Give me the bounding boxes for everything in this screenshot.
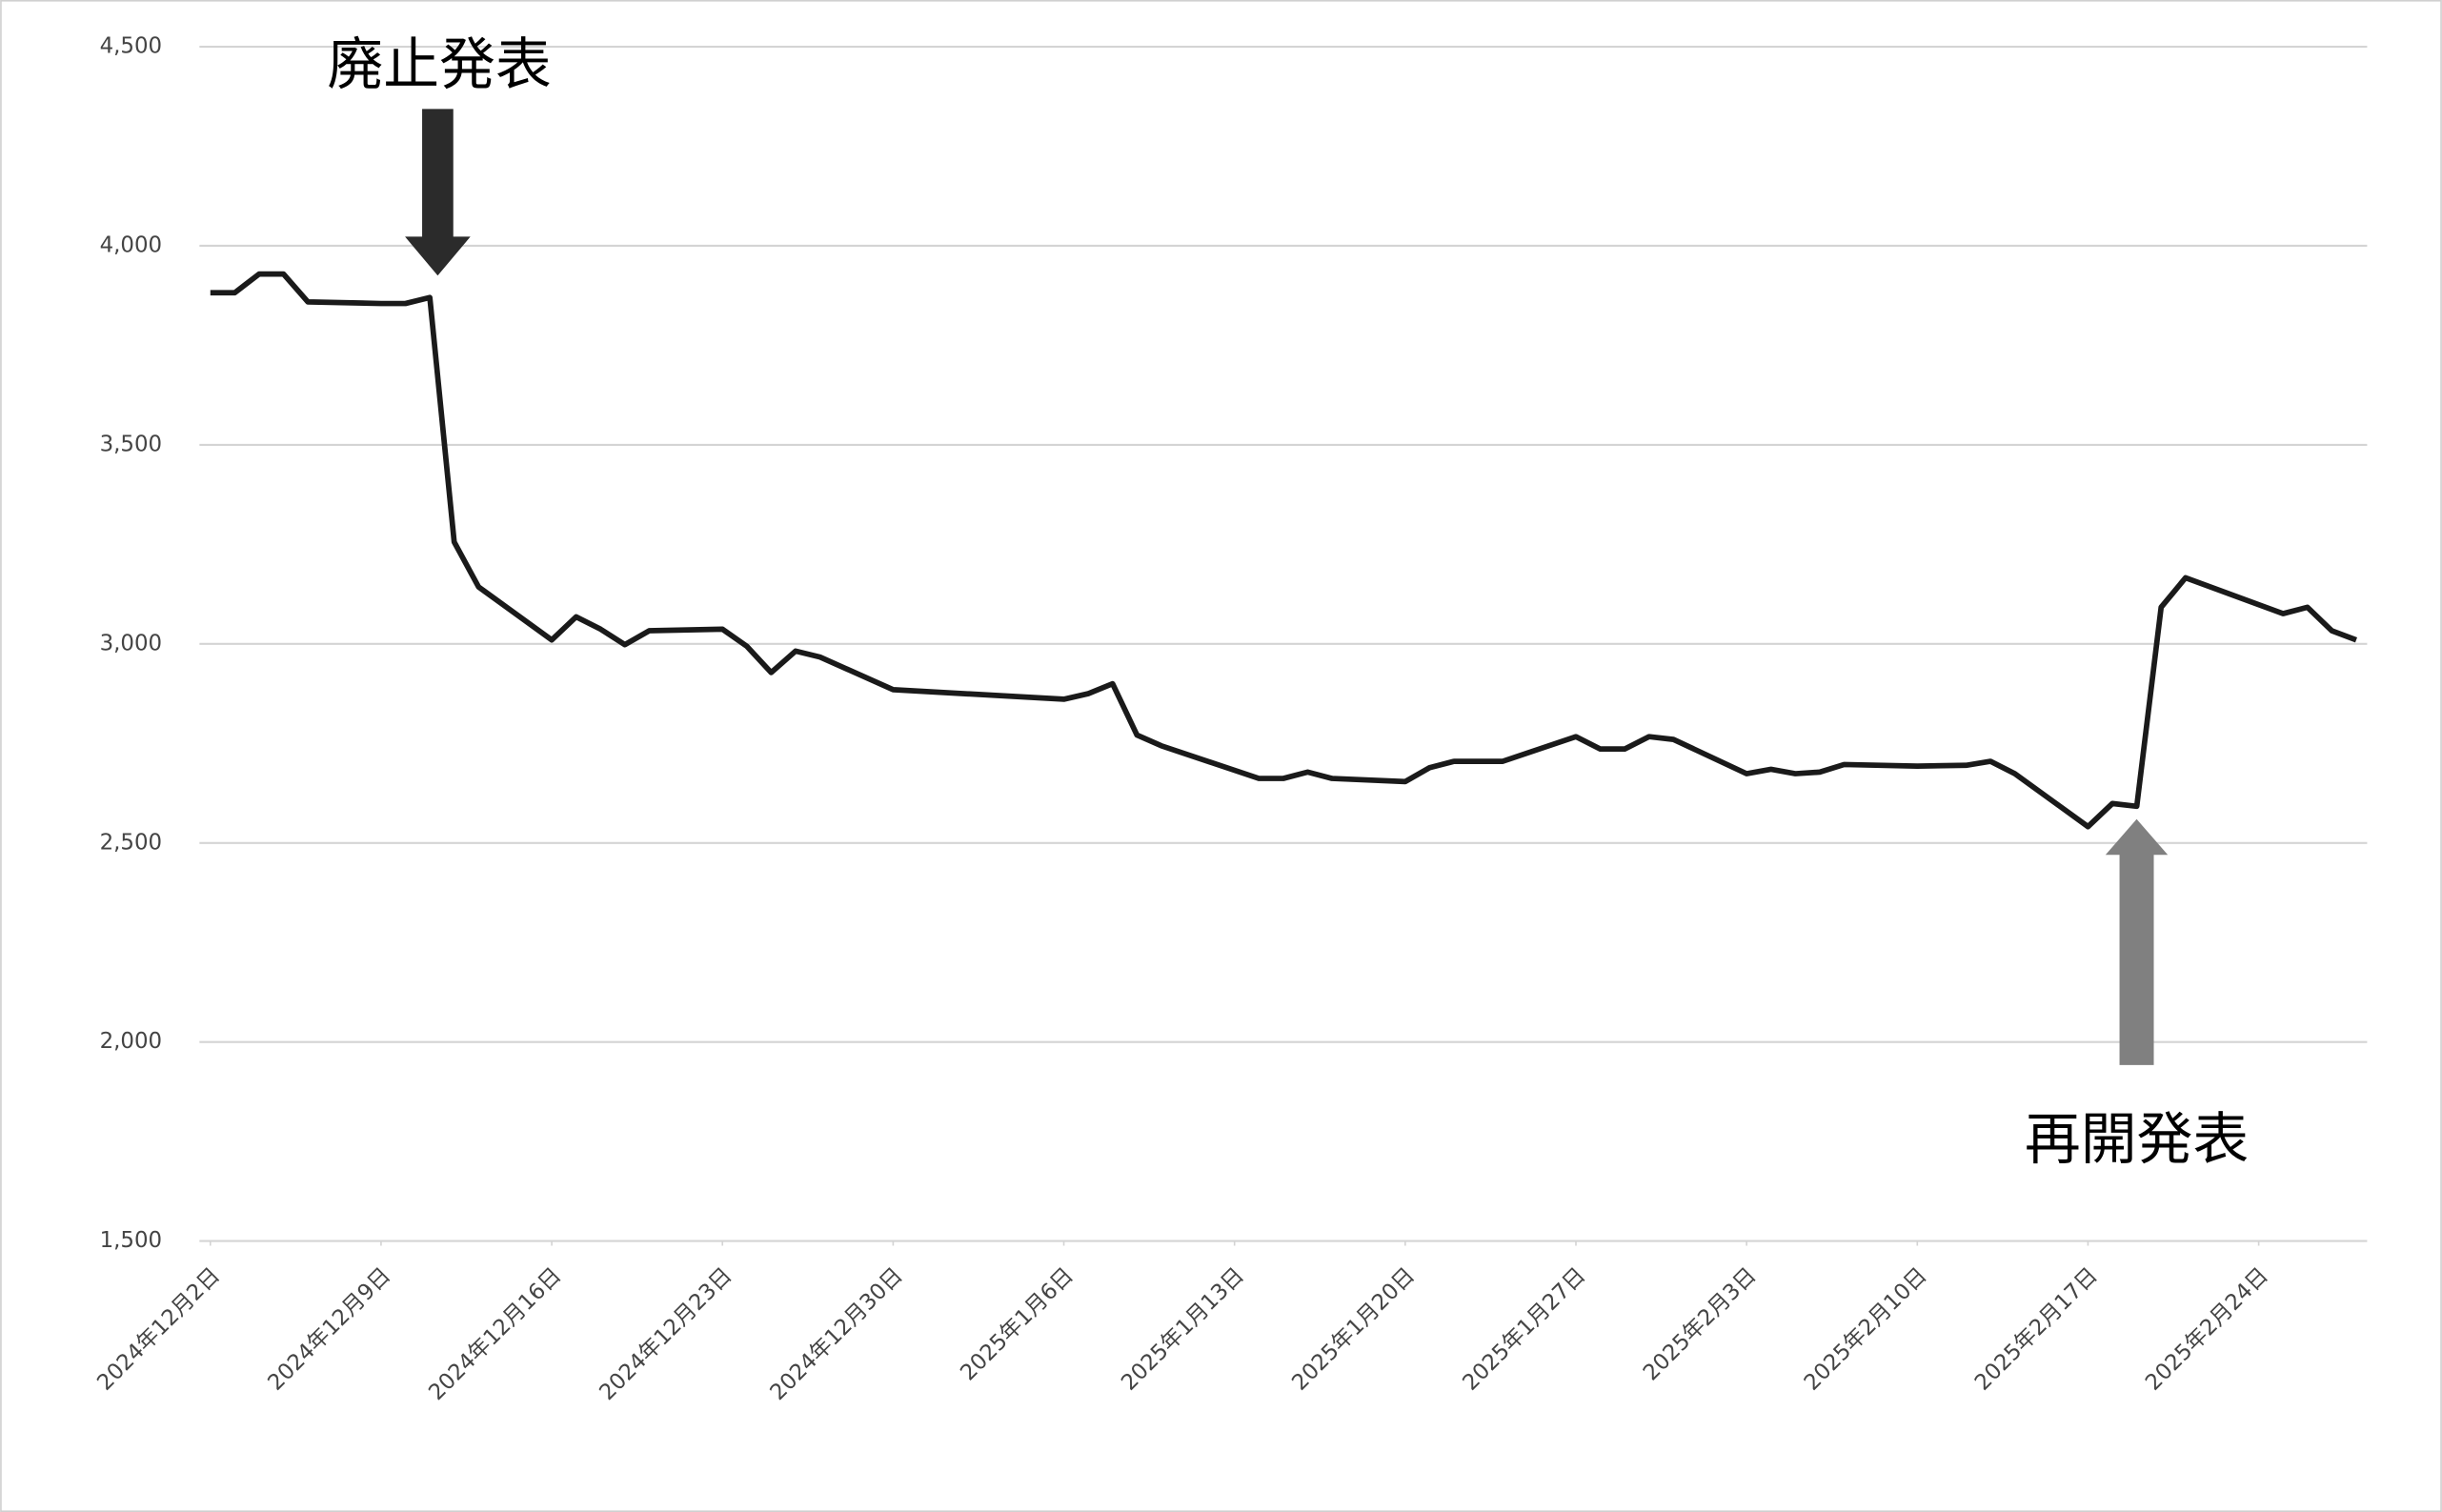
- y-tick-label: 2,500: [100, 830, 163, 855]
- y-tick-label: 4,000: [100, 232, 163, 257]
- arrow: [2105, 818, 2169, 1065]
- y-tick-label: 1,500: [100, 1228, 163, 1253]
- y-tick-label: 3,000: [100, 631, 163, 655]
- y-tick-label: 4,500: [100, 34, 163, 59]
- arrow: [405, 109, 471, 276]
- line: [210, 271, 2357, 830]
- annotation: 再開発表: [2025, 1106, 2249, 1172]
- plot: [210, 271, 2357, 830]
- annotation: 廃止発表: [327, 31, 551, 97]
- y-tick-label: 2,000: [100, 1029, 163, 1054]
- y-tick-label: 3,500: [100, 432, 163, 456]
